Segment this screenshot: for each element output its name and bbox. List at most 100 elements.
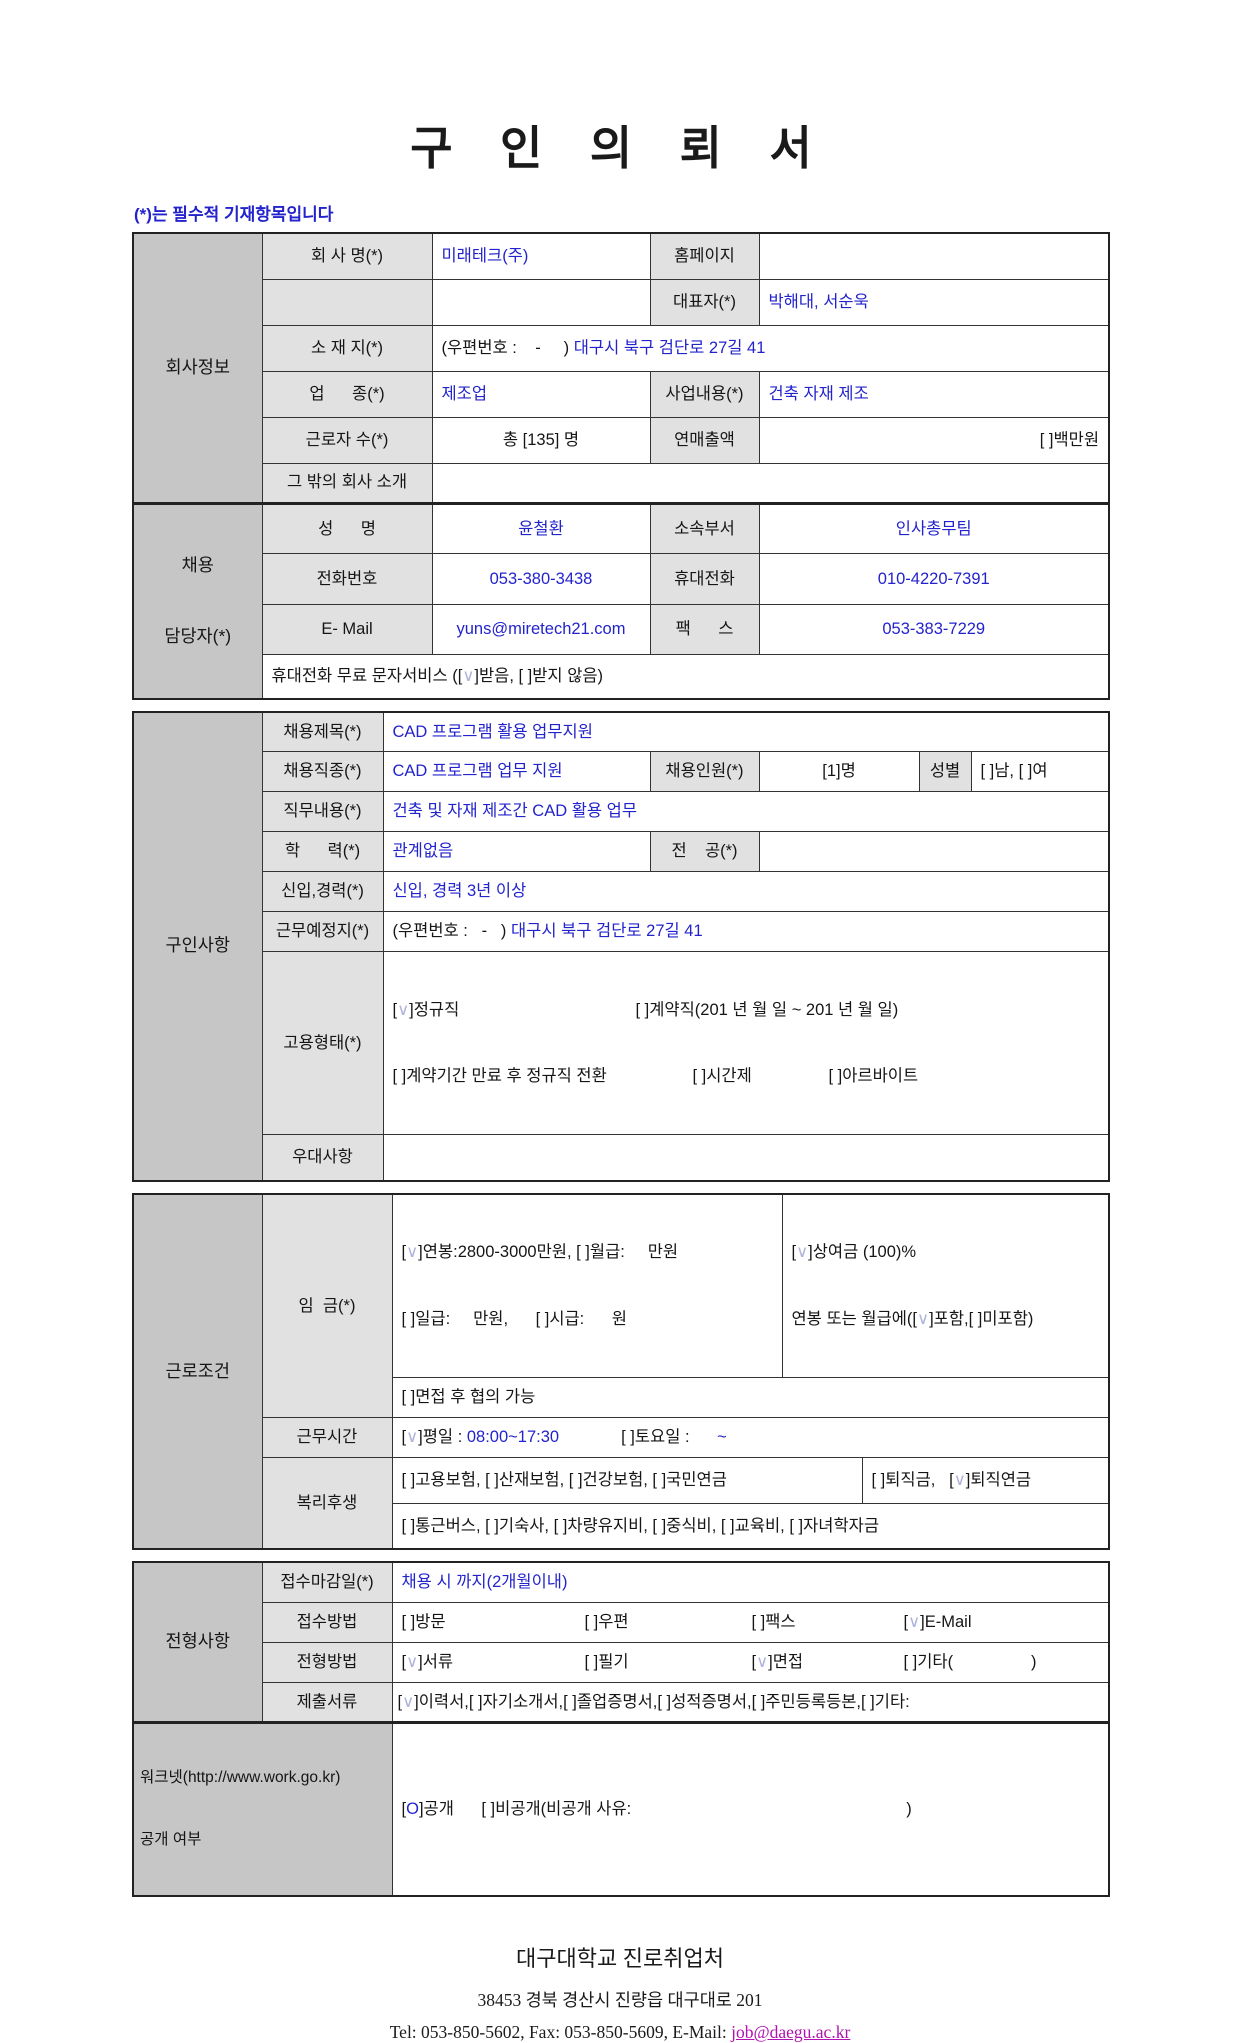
company-empty-label [261, 278, 433, 326]
employment-opt-parttime: [ ]시간제 [692, 1067, 752, 1086]
worktime-weekday-time: 08:00~17:30 [466, 1428, 560, 1447]
deadline-label: 접수마감일(*) [261, 1561, 393, 1603]
bonus-value: [∨]상여금 (100)% 연봉 또는 월급에([∨]포함,[ ]미포함) [781, 1193, 1110, 1378]
company-name-label: 회 사 명(*) [261, 232, 433, 280]
method-opt-interview: [∨]면접 [751, 1653, 804, 1672]
career-value: 신입, 경력 3년 이상 [382, 871, 1110, 912]
employees-value: 총 [135] 명 [431, 416, 651, 464]
homepage-value [758, 232, 1110, 280]
employment-opt-contract: [ ]계약직(201 년 월 일 ~ 201 년 월 일) [635, 1000, 899, 1019]
salary-line1: [∨]연봉:2800-3000만원, [ ]월급: 만원 [401, 1243, 679, 1262]
headcount-value: [1]명 [758, 751, 920, 792]
education-label: 학 력(*) [261, 831, 384, 872]
section-recruiter-line1: 채용 [181, 554, 214, 575]
section-job: 구인사항 [132, 710, 263, 1182]
workplace-value: (우편번호 : - ) 대구시 북구 검단로 27길 41 [382, 911, 1110, 952]
postal-prefix: (우편번호 : - ) [441, 338, 574, 357]
location-value: (우편번호 : - ) 대구시 북구 검단로 27길 41 [431, 324, 1110, 372]
footer-address: 38453 경북 경산시 진량읍 대구대로 201 [477, 1990, 763, 2011]
business-label: 사업내용(*) [649, 370, 760, 418]
location-address: 대구시 북구 검단로 27길 41 [573, 338, 766, 357]
company-about-value [431, 462, 1110, 504]
career-label: 신입,경력(*) [261, 871, 384, 912]
section-company: 회사정보 [132, 232, 263, 504]
employment-opt-arbeit: [ ]아르바이트 [828, 1067, 919, 1086]
footer-email-link[interactable]: job@daegu.ac.kr [731, 2022, 851, 2043]
welfare-insurance: [ ]고용보험, [ ]산재보험, [ ]건강보험, [ ]국민연금 [391, 1456, 863, 1504]
recruiter-name-label: 성 명 [261, 501, 433, 555]
document-page: 구 인 의 뢰 서 (*)는 필수적 기재항목입니다 회사정보 회 사 명(*)… [132, 112, 1111, 2043]
employment-line2: [ ]계약기간 만료 후 정규직 전환 [ ]시간제 [ ]아르바이트 [393, 1065, 1100, 1087]
screening-method-value: [∨]서류 [ ]필기 [∨]면접 [ ]기타( ) [391, 1641, 1110, 1683]
phone-value: 053-380-3438 [431, 553, 651, 605]
workplace-label: 근무예정지(*) [261, 911, 384, 952]
welfare-etc: [ ]통근버스, [ ]기숙사, [ ]차량유지비, [ ]중식비, [ ]교육… [391, 1502, 1110, 1550]
ceo-label: 대표자(*) [649, 278, 760, 326]
business-value: 건축 자재 제조 [758, 370, 1110, 418]
dept-label: 소속부서 [649, 501, 760, 555]
salary-line2: [ ]일급: 만원, [ ]시급: 원 [401, 1309, 627, 1328]
mobile-label: 휴대전화 [649, 553, 760, 605]
screening-table: 전형사항 접수마감일(*) 채용 시 까지(2개월이내) 접수방법 [ ]방문[… [132, 1561, 1110, 1898]
bonus-line1: [∨]상여금 (100)% [791, 1243, 917, 1262]
salary-label: 임 금(*) [261, 1193, 393, 1418]
section-recruiter: 채용 담당자(*) [132, 501, 263, 699]
major-label: 전 공(*) [649, 831, 760, 872]
page-title: 구 인 의 뢰 서 [410, 123, 830, 174]
sms-service-note: 휴대전화 무료 문자서비스 ([∨]받음, [ ]받지 않음) [261, 654, 1110, 699]
section-conditions: 근로조건 [132, 1193, 263, 1550]
job-title-label: 채용제목(*) [261, 711, 384, 752]
job-type-label: 채용직종(*) [261, 751, 384, 792]
workplace-address: 대구시 북구 검단로 27길 41 [510, 922, 703, 941]
worknet-value: [O]공개 [ ]비공개(비공개 사유: ) [391, 1720, 1110, 1897]
gender-value: [ ]남, [ ]여 [970, 751, 1110, 792]
company-empty-value [431, 278, 651, 326]
welfare-label: 복리후생 [261, 1456, 393, 1550]
employment-type-value: [∨]정규직 [ ]계약직(201 년 월 일 ~ 201 년 월 일) [ ]계… [382, 950, 1110, 1136]
apply-method-label: 접수방법 [261, 1601, 393, 1643]
screening-method-label: 전형방법 [261, 1641, 393, 1683]
mobile-value: 010-4220-7391 [758, 553, 1110, 605]
section-recruiter-line2: 담당자(*) [164, 625, 232, 646]
apply-opt-mail: [ ]우편 [584, 1613, 629, 1632]
welfare-pension: [ ]퇴직금, [∨]퇴직연금 [861, 1456, 1110, 1504]
worktime-saturday: [ ]토요일 : [621, 1428, 699, 1447]
gender-label: 성별 [918, 751, 972, 792]
method-opt-written: [ ]필기 [584, 1653, 629, 1672]
documents-value: [∨]이력서,[ ]자기소개서,[ ]졸업증명서,[ ]성적증명서,[ ]주민등… [391, 1681, 1110, 1723]
education-value: 관계없음 [382, 831, 651, 872]
email-value: yuns@miretech21.com [431, 603, 651, 656]
required-note: (*)는 필수적 기재항목입니다 [134, 205, 334, 224]
worknet-label: 워크넷(http://www.work.go.kr) 공개 여부 [132, 1720, 393, 1897]
fax-label: 팩 스 [649, 603, 760, 656]
worknet-label-line2: 공개 여부 [140, 1831, 202, 1849]
salary-negotiable: [ ]면접 후 협의 가능 [391, 1376, 1110, 1418]
method-opt-docs: [∨]서류 [401, 1653, 454, 1672]
major-value [758, 831, 1110, 872]
duty-label: 직무내용(*) [261, 791, 384, 832]
worktime-weekday: [∨]평일 : [401, 1428, 467, 1447]
bonus-line2: 연봉 또는 월급에([∨]포함,[ ]미포함) [791, 1309, 1034, 1328]
documents-label: 제출서류 [261, 1681, 393, 1723]
worknet-url: 워크넷(http://www.work.go.kr) [140, 1768, 341, 1786]
apply-opt-fax: [ ]팩스 [751, 1613, 796, 1632]
email-label: E- Mail [261, 603, 433, 656]
job-table: 구인사항 채용제목(*) CAD 프로그램 활용 업무지원 채용직종(*) CA… [132, 710, 1111, 1182]
homepage-label: 홈페이지 [649, 232, 760, 280]
employment-type-label: 고용형태(*) [261, 950, 384, 1136]
deadline-value: 채용 시 까지(2개월이내) [391, 1561, 1110, 1603]
workplace-postal-prefix: (우편번호 : - ) [392, 922, 511, 941]
company-name-value: 미래테크(주) [431, 232, 651, 280]
apply-method-value: [ ]방문 [ ]우편 [ ]팩스 [∨]E-Mail [391, 1601, 1110, 1643]
ceo-value: 박해대, 서순욱 [758, 278, 1110, 326]
dept-value: 인사총무팀 [758, 501, 1110, 555]
recruiter-name-value: 윤철환 [431, 501, 651, 555]
footer-contact-prefix: Tel: 053-850-5602, Fax: 053-850-5609, E-… [389, 2022, 732, 2043]
employment-line1: [∨]정규직 [ ]계약직(201 년 월 일 ~ 201 년 월 일) [393, 999, 1100, 1021]
job-type-value: CAD 프로그램 업무 지원 [382, 751, 651, 792]
revenue-value: [ ]백만원 [758, 416, 1110, 464]
headcount-label: 채용인원(*) [649, 751, 760, 792]
method-opt-etc: [ ]기타( ) [903, 1653, 1037, 1672]
revenue-label: 연매출액 [649, 416, 760, 464]
industry-value: 제조업 [431, 370, 651, 418]
